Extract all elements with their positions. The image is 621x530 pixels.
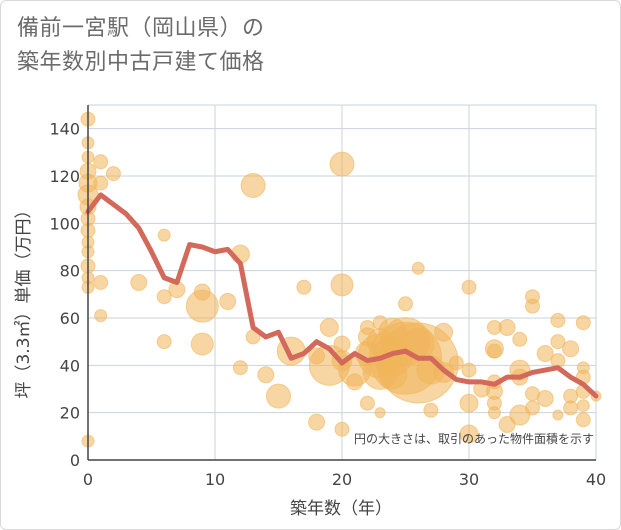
chart-title-line1: 備前一宮駅（岡山県）の [17, 16, 265, 41]
data-point [434, 322, 454, 342]
x-tick-label: 0 [83, 470, 93, 489]
data-point [536, 345, 554, 362]
data-point [257, 366, 275, 384]
data-point [550, 334, 566, 350]
data-point [359, 395, 375, 411]
data-point [461, 279, 477, 295]
y-tick-label: 120 [49, 167, 80, 186]
x-tick-labels: 0 10 20 30 40 [83, 470, 606, 489]
data-point [319, 317, 339, 337]
y-tick-label: 60 [60, 309, 80, 328]
data-point [525, 400, 540, 416]
data-point [448, 355, 464, 371]
x-tick-label: 20 [332, 470, 352, 489]
data-point [157, 228, 171, 242]
data-point [232, 360, 248, 376]
bubble-layer [77, 111, 602, 448]
y-tick-label: 140 [49, 120, 80, 139]
data-point [219, 292, 237, 310]
data-point [563, 400, 579, 416]
data-point [509, 404, 531, 426]
data-point [550, 312, 566, 328]
y-tick-label: 0 [70, 451, 80, 470]
data-point [459, 424, 479, 444]
data-point [333, 335, 351, 353]
data-point [240, 172, 266, 198]
data-point [190, 332, 214, 356]
y-tick-labels: 0 20 40 60 80 100 120 140 [49, 120, 80, 470]
data-point [156, 334, 172, 350]
bubble-size-note: 円の大きさは、取引のあった物件面積を示す [354, 431, 594, 446]
data-point [330, 273, 354, 297]
data-point [576, 399, 590, 413]
y-tick-label: 100 [49, 214, 80, 233]
data-point [512, 331, 528, 347]
data-point [461, 362, 477, 378]
data-point [552, 409, 564, 421]
y-tick-label: 40 [60, 356, 80, 375]
chart-title: 備前一宮駅（岡山県）の 築年数別中古戸建て価格 [17, 12, 265, 80]
trend-line [85, 192, 599, 399]
data-point [296, 279, 312, 295]
data-point [329, 151, 355, 177]
data-point [423, 402, 439, 418]
data-point [156, 289, 172, 305]
data-point [93, 275, 109, 290]
data-point [459, 393, 479, 413]
data-point [130, 274, 148, 291]
x-axis-label: 築年数（年） [290, 499, 392, 519]
data-point [575, 315, 591, 331]
data-point [93, 175, 109, 191]
data-point [562, 340, 580, 358]
data-point [536, 389, 554, 407]
data-point [498, 318, 516, 336]
x-tick-label: 40 [586, 470, 606, 489]
y-axis-label: 坪（3.3㎡）単価（万円） [14, 201, 34, 398]
y-tick-label: 80 [60, 262, 80, 281]
y-tick-label: 20 [60, 404, 80, 423]
data-point [308, 413, 326, 431]
data-point [266, 383, 291, 409]
data-point [486, 343, 502, 359]
data-point [398, 296, 413, 312]
data-point [346, 373, 364, 391]
data-point [93, 154, 109, 170]
data-point [94, 309, 108, 323]
data-point [525, 298, 540, 314]
data-point [411, 261, 425, 275]
data-point [487, 406, 501, 420]
x-tick-label: 10 [205, 470, 225, 489]
chart-title-line2: 築年数別中古戸建て価格 [17, 50, 265, 75]
data-point [185, 289, 219, 323]
data-point [105, 166, 121, 182]
data-point [334, 421, 350, 437]
data-point [374, 407, 386, 419]
data-point [575, 412, 591, 428]
x-tick-label: 30 [459, 470, 479, 489]
